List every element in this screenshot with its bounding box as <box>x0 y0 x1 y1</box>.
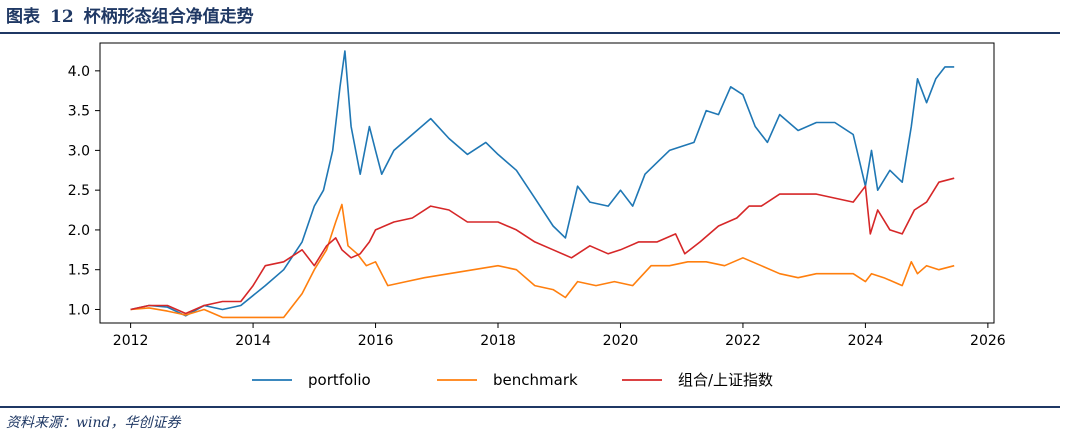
figure-number: 12 <box>50 7 74 27</box>
header-rule <box>0 32 1060 34</box>
footer-rule <box>0 406 1060 408</box>
figure-title: 图表 12 杯柄形态组合净值走势 <box>6 4 264 30</box>
x-tick-label: 2020 <box>603 333 639 349</box>
x-tick-label: 2024 <box>848 333 884 349</box>
y-tick-label: 3.0 <box>68 143 90 159</box>
y-tick-label: 2.5 <box>68 183 90 199</box>
legend-label-1: benchmark <box>493 371 578 389</box>
series-line-2 <box>130 177 955 315</box>
y-tick-label: 3.5 <box>68 104 90 120</box>
plot-area <box>130 50 955 319</box>
x-tick-label: 2012 <box>113 333 149 349</box>
series-line-0 <box>130 50 955 317</box>
y-tick-label: 1.5 <box>68 263 90 279</box>
plot-frame <box>99 42 995 324</box>
y-tick-label: 1.0 <box>68 302 90 318</box>
x-tick-label: 2026 <box>970 333 1006 349</box>
axes: 2012 2014 2016 2018 2020 2022 2024 2026 1.0 1.5 2.… <box>68 42 1006 349</box>
y-tick-label: 2.0 <box>68 223 90 239</box>
legend: portfolio benchmark 组合/上证指数 <box>252 371 773 389</box>
legend-label-2: 组合/上证指数 <box>678 371 773 389</box>
figure-title-text: 杯柄形态组合净值走势 <box>83 7 254 27</box>
legend-label-0: portfolio <box>308 371 371 389</box>
x-tick-label: 2014 <box>235 333 271 349</box>
x-tick-label: 2018 <box>480 333 516 349</box>
x-tick-label: 2022 <box>725 333 761 349</box>
source-note: 资料来源：wind，华创证券 <box>6 415 181 431</box>
x-tick-label: 2016 <box>358 333 394 349</box>
y-tick-label: 4.0 <box>68 64 90 80</box>
figure-label: 图表 <box>6 7 40 27</box>
series-line-1 <box>130 203 955 319</box>
